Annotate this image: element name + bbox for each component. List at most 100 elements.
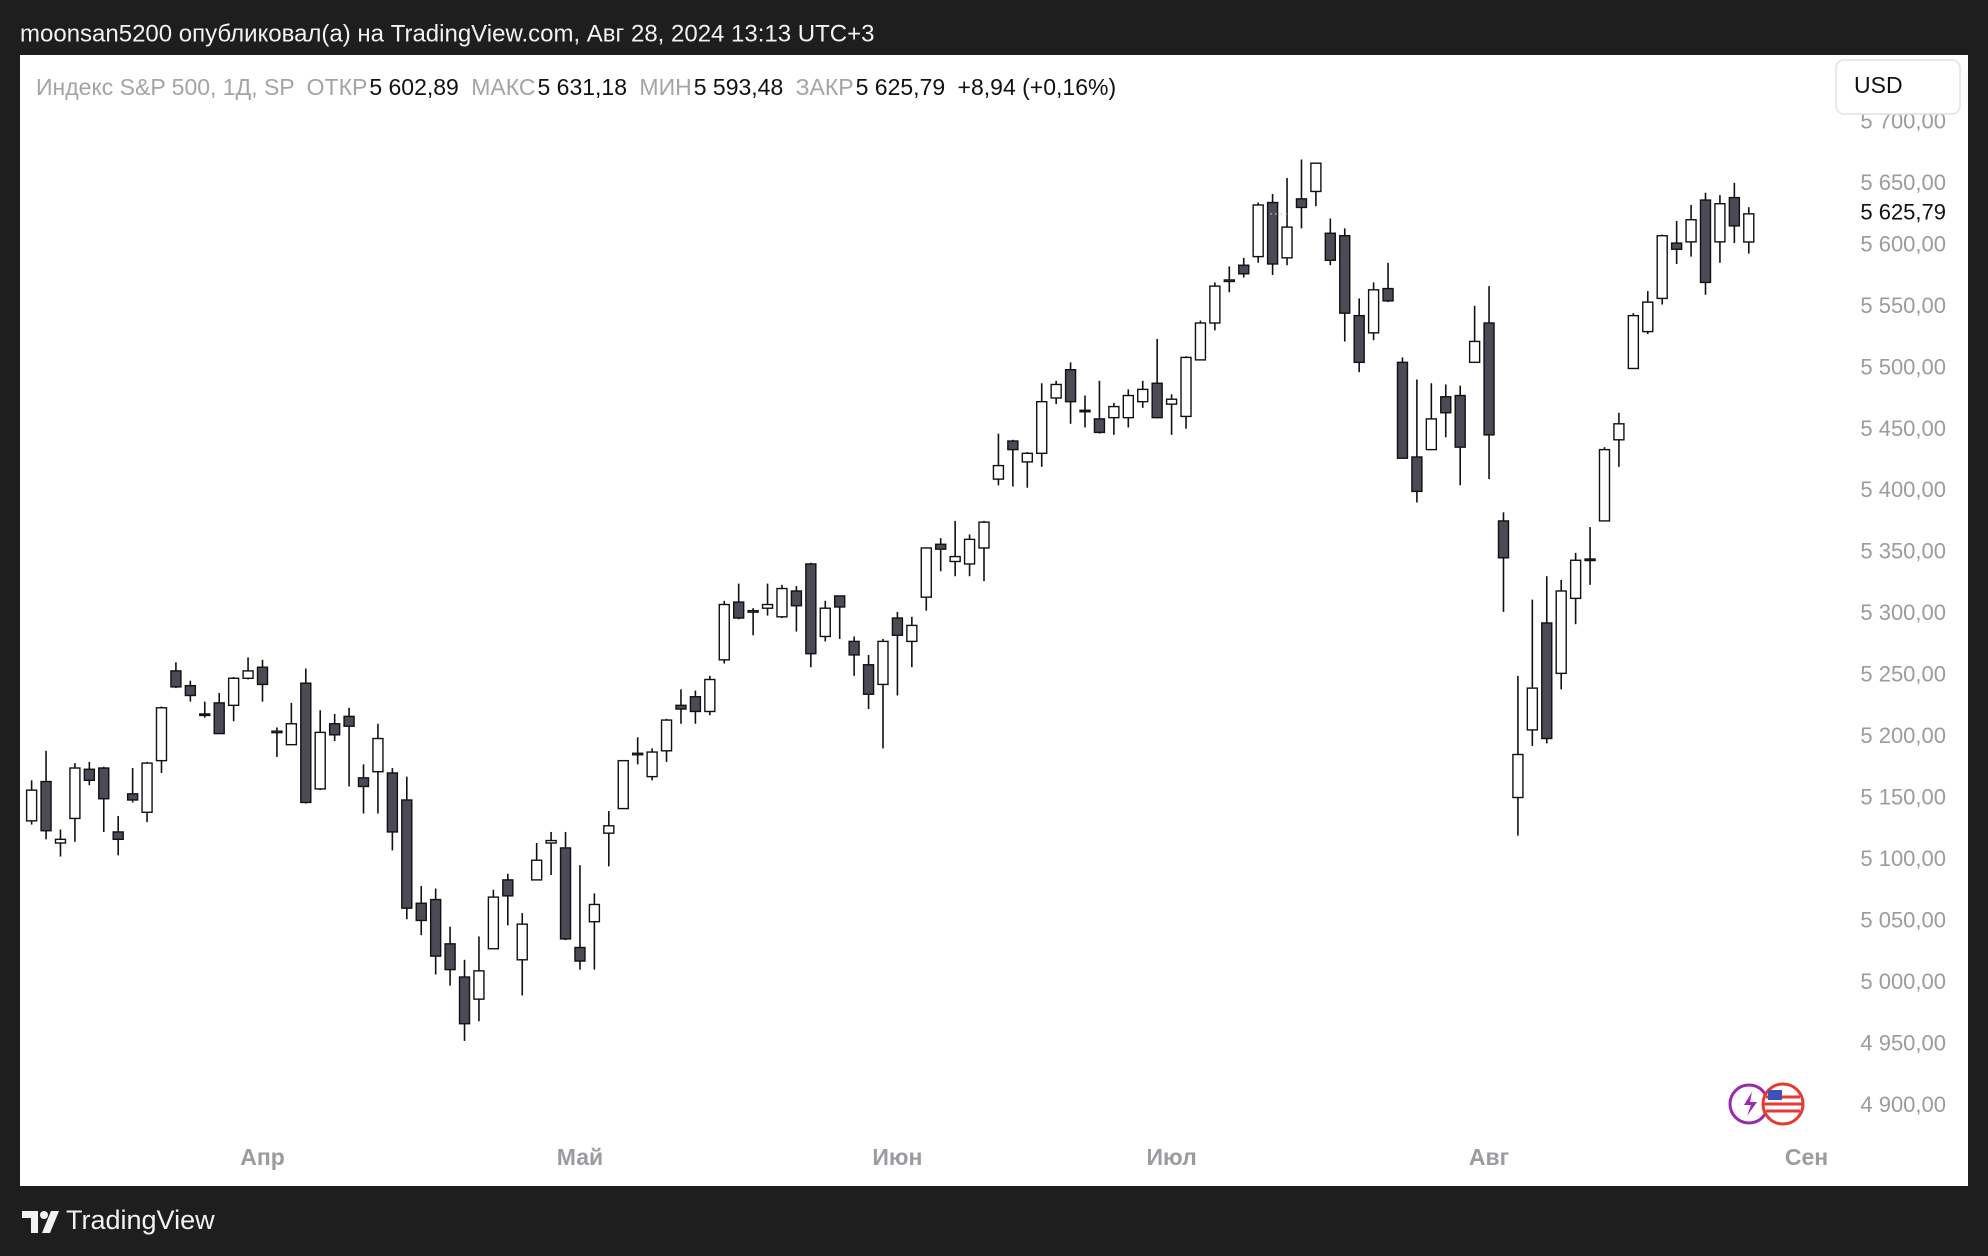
y-tick-label: 4 900,00 [1860, 1092, 1946, 1117]
candle-body [1281, 226, 1293, 259]
y-tick-label: 4 950,00 [1860, 1030, 1946, 1055]
candle-body [213, 702, 225, 735]
candle-body [877, 640, 889, 686]
candle-body [271, 730, 283, 734]
candle-body [1353, 314, 1365, 364]
candle-body [790, 590, 803, 607]
candle-body [978, 521, 990, 549]
candle-body [1685, 219, 1697, 243]
candle-body [732, 601, 745, 619]
candle-body [285, 723, 298, 746]
candle-body [386, 772, 399, 833]
candle-body [1122, 394, 1135, 419]
candle-body [1454, 394, 1466, 448]
candle-body [776, 587, 788, 618]
candle-body [429, 898, 442, 957]
candle-body [141, 762, 153, 813]
candle-body [112, 831, 124, 841]
candle-body [1526, 687, 1539, 731]
candle-body [675, 704, 687, 710]
candle-body [1396, 361, 1409, 459]
candle-body [660, 719, 673, 752]
open-label: ОТКР [307, 74, 368, 100]
currency-button[interactable]: USD [1835, 59, 1961, 115]
candle-body [1223, 279, 1236, 283]
candle-body [949, 555, 961, 563]
candle-body [155, 707, 168, 762]
candle-body [328, 723, 341, 736]
y-tick-label: 5 600,00 [1860, 231, 1946, 256]
candle-body [314, 731, 326, 790]
candle-body [184, 684, 197, 697]
y-tick-label: 5 250,00 [1860, 662, 1946, 687]
candle-body [1310, 162, 1322, 193]
y-tick-label: 5 200,00 [1860, 723, 1946, 748]
open-value: 5 602,89 [369, 74, 459, 100]
candle-body [170, 670, 182, 688]
close-value: 5 625,79 [856, 74, 946, 100]
candle-body [1151, 382, 1163, 419]
candle-body [1367, 289, 1380, 334]
x-tick-label: Май [557, 1144, 603, 1170]
candle-body [1295, 198, 1308, 209]
candle-body [1512, 753, 1524, 799]
currency-box[interactable] [1835, 59, 1961, 115]
candle-body [487, 896, 500, 950]
candle-body [300, 682, 312, 804]
candle-body [1425, 418, 1438, 451]
logo-dot [40, 1211, 48, 1219]
low-value: 5 593,48 [694, 74, 784, 100]
candle-body [761, 603, 774, 609]
candle-body [559, 847, 572, 940]
chart-panel [20, 55, 1968, 1186]
candle-body [1036, 400, 1048, 455]
candle-body [1483, 322, 1495, 436]
candle-body [617, 759, 629, 810]
candle-body [69, 767, 81, 820]
candle-body [1064, 369, 1077, 403]
x-tick-label: Июл [1146, 1144, 1196, 1170]
candle-body [1194, 322, 1207, 361]
candle-body [458, 976, 471, 1025]
candle-body [1079, 409, 1091, 413]
currency[interactable]: USD [1854, 72, 1903, 98]
candle-body [1627, 314, 1640, 370]
candle-body [98, 767, 110, 800]
candle-body [1555, 590, 1567, 675]
candle-body [1728, 196, 1741, 227]
y-tick-label: 5 150,00 [1860, 785, 1946, 810]
candle-body [1266, 201, 1279, 265]
candle-body [1093, 418, 1106, 434]
logo-mark [22, 1211, 59, 1233]
y-tick-label: 5 350,00 [1860, 539, 1946, 564]
plot: 4 900,00 4 950,00 5 000,00 5 050,00 5 100,00… [25, 108, 1946, 1170]
y-tick-label: 5 450,00 [1860, 416, 1946, 441]
candle-body [1209, 285, 1221, 324]
event-icons[interactable] [1728, 1082, 1805, 1126]
candle-body [646, 751, 658, 778]
candle-body [689, 696, 702, 713]
candle-body [1598, 448, 1611, 522]
candle-body [1541, 622, 1553, 740]
x-tick-label: Апр [240, 1144, 285, 1170]
candle-body [40, 780, 52, 832]
last-price-label: 5 625,79 [1860, 200, 1946, 225]
candle-body [242, 670, 254, 679]
y-tick-label: 5 300,00 [1860, 600, 1946, 625]
candle-body [1613, 423, 1625, 441]
candle-body [343, 715, 355, 727]
candle-body [227, 677, 240, 707]
candle-body [516, 923, 528, 961]
y-tick-label: 5 500,00 [1860, 354, 1946, 379]
brand: TradingView [66, 1205, 215, 1235]
candle-body [415, 902, 427, 922]
x-tick-label: Июн [872, 1144, 922, 1170]
candle-body [473, 970, 485, 1000]
candle-body [54, 838, 67, 844]
y-tick-label: 5 100,00 [1860, 846, 1946, 871]
candle-body [372, 737, 384, 773]
candle-body [992, 464, 1005, 480]
candle-body [126, 793, 139, 801]
candle-body [704, 678, 716, 713]
candle-body [1656, 235, 1668, 300]
